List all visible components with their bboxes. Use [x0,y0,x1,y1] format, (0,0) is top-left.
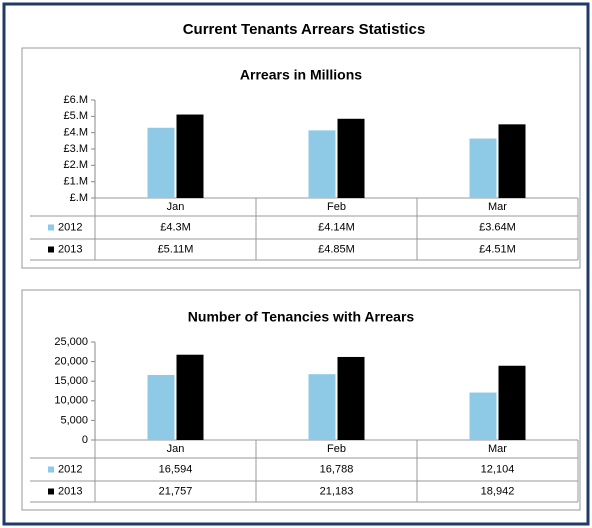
bar [308,130,336,198]
table-value: 21,183 [320,485,354,497]
y-tick-label: 25,000 [54,336,88,348]
bar [498,365,526,440]
bar [337,356,365,440]
x-tick-label: Feb [327,443,346,455]
bar [498,124,526,198]
y-tick-label: £.M [70,192,88,204]
bar [337,118,365,198]
y-tick-label: 10,000 [54,395,88,407]
legend-swatch [48,246,54,253]
legend-label: 2013 [58,485,82,497]
bar [176,114,204,198]
x-tick-label: Mar [488,201,507,213]
table-value: £4.85M [318,243,355,255]
x-tick-label: Feb [327,201,346,213]
y-tick-label: 20,000 [54,356,88,368]
chart-title: Number of Tenancies with Arrears [188,309,415,325]
y-tick-label: 0 [82,434,88,446]
legend-swatch [48,224,54,231]
table-value: 18,942 [481,485,515,497]
table-value: 16,788 [320,463,354,475]
legend-label: 2012 [58,221,82,233]
bar [147,374,175,440]
bar [147,127,175,198]
x-tick-label: Jan [167,443,185,455]
bar [176,354,204,440]
y-tick-label: £3.M [64,143,88,155]
y-tick-label: 5,000 [60,414,88,426]
x-tick-label: Jan [167,201,185,213]
table-value: 12,104 [481,463,515,475]
bar [469,138,497,198]
bar [308,374,336,440]
y-tick-label: £2.M [64,159,88,171]
legend-swatch [48,488,54,495]
y-tick-label: 15,000 [54,375,88,387]
table-value: £5.11M [158,243,194,255]
table-value: £4.51M [479,243,516,255]
legend-label: 2012 [58,463,82,475]
y-tick-label: £5.M [64,110,88,122]
table-value: £4.14M [318,221,355,233]
y-tick-label: £1.M [64,176,88,188]
chart-title: Arrears in Millions [240,67,362,83]
bar [469,392,497,440]
x-tick-label: Mar [488,443,507,455]
legend-swatch [48,466,54,473]
table-value: £4.3M [160,221,191,233]
table-value: £3.64M [479,221,516,233]
page-title: Current Tenants Arrears Statistics [183,21,426,38]
y-tick-label: £4.M [64,127,88,139]
y-tick-label: £6.M [64,94,88,106]
table-value: 16,594 [159,463,193,475]
legend-label: 2013 [58,243,82,255]
table-value: 21,757 [159,485,193,497]
